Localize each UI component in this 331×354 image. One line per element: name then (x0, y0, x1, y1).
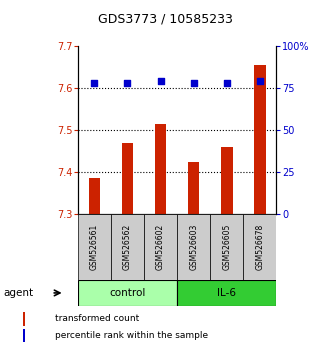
Bar (155, 124, 166, 214)
Bar (188, 162, 199, 214)
Bar (243, 214, 276, 280)
Bar (111, 214, 144, 280)
Bar (78, 280, 177, 306)
Text: percentile rank within the sample: percentile rank within the sample (55, 331, 209, 340)
Bar (144, 214, 177, 280)
Bar (78, 214, 111, 280)
Text: GSM526561: GSM526561 (90, 224, 99, 270)
Bar (23, 329, 25, 342)
Text: GSM526562: GSM526562 (123, 224, 132, 270)
Bar (254, 65, 265, 214)
Text: GSM526605: GSM526605 (222, 224, 231, 270)
Text: GSM526602: GSM526602 (156, 224, 165, 270)
Bar (177, 214, 210, 280)
Bar (210, 214, 243, 280)
Text: GSM526678: GSM526678 (255, 224, 264, 270)
Point (191, 80, 196, 86)
Text: transformed count: transformed count (55, 314, 140, 324)
Point (158, 79, 163, 84)
Point (92, 80, 97, 86)
Bar (88, 178, 100, 214)
Point (257, 79, 262, 84)
Text: IL-6: IL-6 (217, 288, 236, 298)
Bar (23, 312, 25, 326)
Point (125, 80, 130, 86)
Bar (221, 147, 232, 214)
Text: GDS3773 / 10585233: GDS3773 / 10585233 (98, 12, 233, 25)
Point (224, 80, 229, 86)
Bar (177, 280, 276, 306)
Text: agent: agent (3, 288, 33, 298)
Text: GSM526603: GSM526603 (189, 224, 198, 270)
Bar (121, 143, 133, 214)
Text: control: control (109, 288, 146, 298)
